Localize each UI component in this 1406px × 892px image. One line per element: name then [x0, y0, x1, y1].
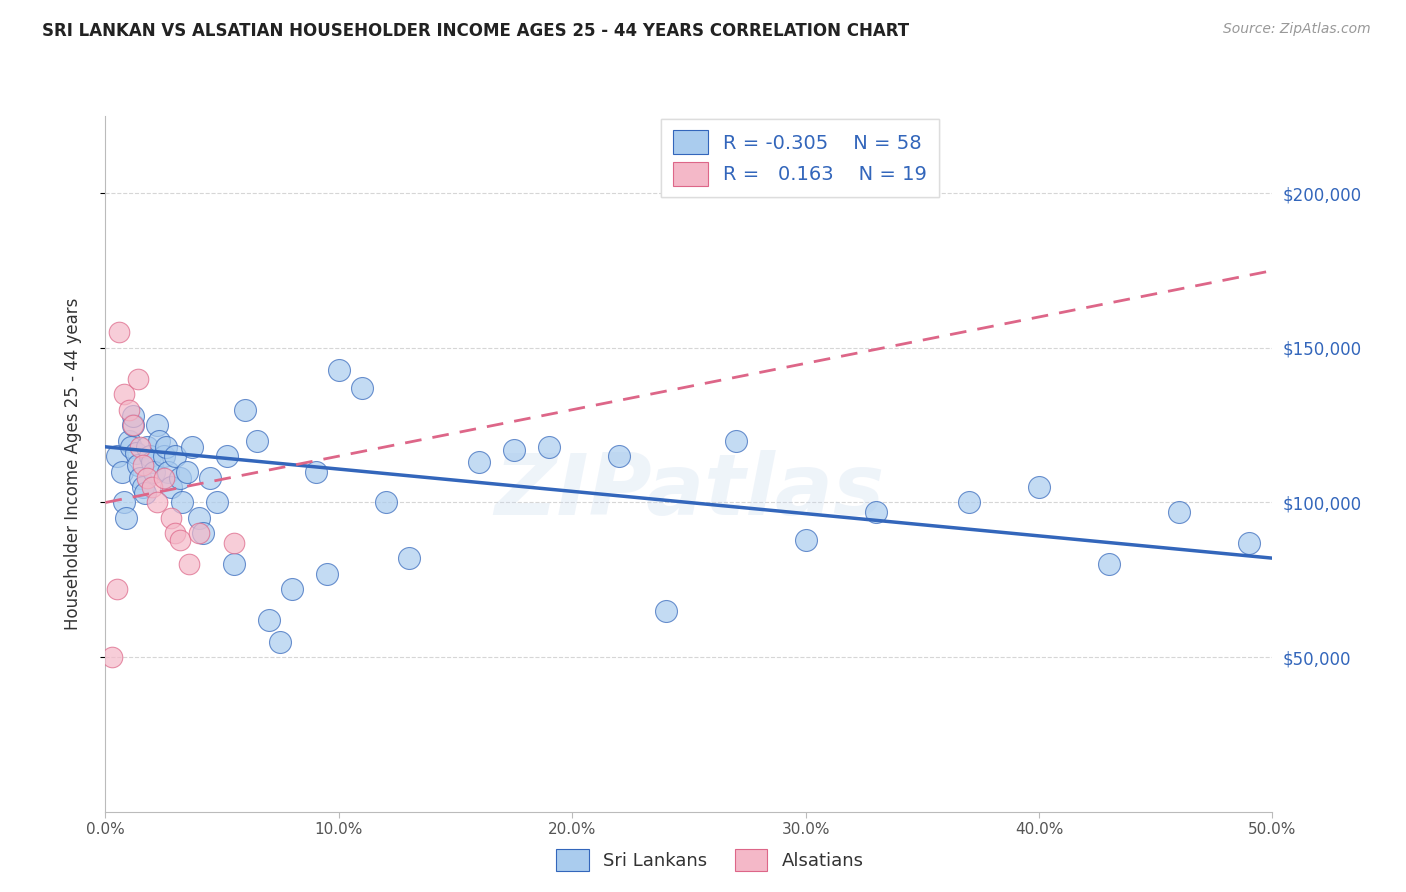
Point [398, 551, 420, 566]
Point [215, 449, 238, 463]
Point [141, 480, 163, 494]
Point [105, 582, 128, 596]
Point [129, 471, 152, 485]
Point [143, 465, 166, 479]
Point [165, 526, 187, 541]
Point [537, 440, 560, 454]
Point [136, 440, 159, 454]
Point [169, 471, 191, 485]
Point [165, 449, 187, 463]
Point [865, 505, 887, 519]
Point [352, 381, 374, 395]
Point [304, 465, 326, 479]
Point [316, 566, 339, 581]
Point [222, 535, 245, 549]
Point [187, 511, 209, 525]
Point [176, 465, 198, 479]
Point [122, 409, 145, 423]
Point [200, 471, 222, 485]
Point [153, 471, 174, 485]
Point [794, 533, 817, 547]
Point [159, 511, 181, 525]
Point [132, 458, 155, 473]
Point [269, 634, 292, 648]
Point [125, 446, 148, 460]
Point [155, 440, 177, 454]
Point [146, 418, 169, 433]
Text: Source: ZipAtlas.com: Source: ZipAtlas.com [1223, 22, 1371, 37]
Point [1237, 535, 1260, 549]
Y-axis label: Householder Income Ages 25 - 44 years: Householder Income Ages 25 - 44 years [63, 298, 82, 630]
Point [654, 604, 676, 618]
Point [118, 434, 141, 448]
Legend: Sri Lankans, Alsatians: Sri Lankans, Alsatians [550, 842, 870, 879]
Point [101, 650, 124, 665]
Point [139, 449, 162, 463]
Point [207, 495, 229, 509]
Point [146, 495, 169, 509]
Point [607, 449, 630, 463]
Point [136, 471, 159, 485]
Point [468, 455, 491, 469]
Point [112, 495, 135, 509]
Point [374, 495, 396, 509]
Point [187, 526, 209, 541]
Point [235, 402, 257, 417]
Point [157, 465, 180, 479]
Point [1168, 505, 1191, 519]
Point [132, 480, 155, 494]
Point [127, 458, 149, 473]
Point [129, 440, 152, 454]
Point [134, 486, 156, 500]
Point [112, 387, 135, 401]
Legend: R = -0.305    N = 58, R =   0.163    N = 19: R = -0.305 N = 58, R = 0.163 N = 19 [661, 119, 939, 197]
Point [328, 362, 350, 376]
Point [957, 495, 980, 509]
Point [169, 533, 191, 547]
Point [120, 440, 142, 454]
Point [122, 418, 145, 433]
Text: ZIPatlas: ZIPatlas [494, 450, 884, 533]
Point [127, 372, 149, 386]
Point [115, 511, 138, 525]
Point [118, 402, 141, 417]
Point [1098, 558, 1121, 572]
Point [148, 434, 170, 448]
Point [159, 480, 181, 494]
Point [180, 440, 202, 454]
Point [1028, 480, 1050, 494]
Point [172, 495, 194, 509]
Point [122, 418, 145, 433]
Point [502, 442, 524, 457]
Point [105, 449, 128, 463]
Point [193, 526, 215, 541]
Point [153, 449, 174, 463]
Point [257, 613, 280, 627]
Text: SRI LANKAN VS ALSATIAN HOUSEHOLDER INCOME AGES 25 - 44 YEARS CORRELATION CHART: SRI LANKAN VS ALSATIAN HOUSEHOLDER INCOM… [42, 22, 910, 40]
Point [222, 558, 245, 572]
Point [724, 434, 747, 448]
Point [179, 558, 201, 572]
Point [281, 582, 304, 596]
Point [111, 465, 134, 479]
Point [141, 455, 163, 469]
Point [246, 434, 269, 448]
Point [108, 326, 131, 340]
